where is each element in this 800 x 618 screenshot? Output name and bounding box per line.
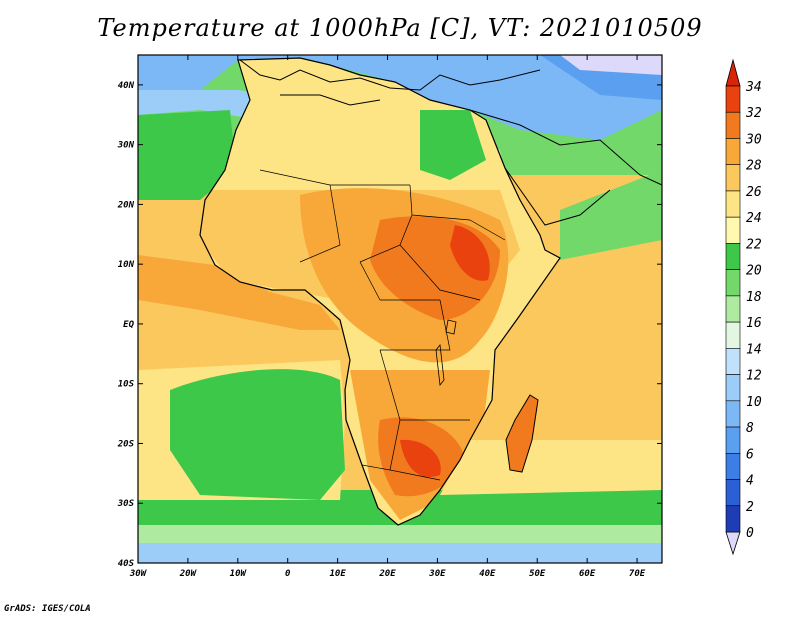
field-atlantic-warm bbox=[138, 255, 340, 330]
colorbar-label: 28 bbox=[746, 159, 762, 174]
colorbar-segment bbox=[725, 374, 741, 402]
colorbar-segment bbox=[725, 85, 741, 113]
y-tick-label: 30N bbox=[117, 141, 135, 151]
field-tibet bbox=[560, 55, 662, 75]
colorbar-label: 20 bbox=[746, 264, 762, 279]
colorbar-segment bbox=[725, 216, 741, 244]
colorbar-label: 22 bbox=[746, 237, 762, 252]
land-hot-peak bbox=[450, 225, 490, 281]
y-tick-label: 20N bbox=[117, 200, 135, 210]
colorbar-bottom-arrow bbox=[725, 531, 741, 556]
country-borders bbox=[259, 169, 506, 481]
y-tick-label: 20S bbox=[117, 439, 135, 449]
field-atl-north bbox=[138, 110, 236, 200]
y-tick-label: 40N bbox=[118, 81, 135, 91]
colorbar-segment bbox=[725, 190, 741, 218]
x-tick-label: 60E bbox=[579, 569, 596, 579]
arabia-coastline bbox=[469, 109, 663, 226]
map-title: Temperature at 1000hPa [C], VT: 20210105… bbox=[97, 14, 703, 42]
colorbar-label: 4 bbox=[746, 474, 754, 489]
colorbar-segment bbox=[725, 348, 741, 375]
y-tick-label: 10N bbox=[118, 260, 135, 270]
x-tick-label: 0 bbox=[285, 569, 291, 579]
colorbar-segment bbox=[725, 426, 741, 454]
colorbar-segment bbox=[725, 295, 741, 323]
x-tick-label: 10W bbox=[230, 569, 248, 579]
x-tick-label: 30W bbox=[129, 569, 148, 579]
colorbar-label: 16 bbox=[746, 316, 762, 331]
x-tick-label: 20W bbox=[179, 569, 198, 579]
x-tick-label: 10E bbox=[329, 569, 346, 579]
colorbar-label: 34 bbox=[745, 80, 762, 95]
colorbar-segment bbox=[725, 505, 741, 533]
colorbar-label: 12 bbox=[746, 369, 762, 384]
colorbar-segment bbox=[725, 269, 741, 297]
map-frame bbox=[137, 54, 663, 564]
y-tick-label: 30S bbox=[117, 499, 135, 509]
colorbar-segment bbox=[725, 452, 741, 480]
land-south-peak bbox=[400, 439, 441, 477]
colorbar-label: 24 bbox=[746, 211, 762, 226]
field-europe bbox=[138, 55, 662, 140]
colorbar-segment bbox=[725, 479, 741, 507]
x-tick-label: 50E bbox=[529, 569, 546, 579]
colorbar-label: 26 bbox=[746, 185, 762, 200]
colorbar-label: 0 bbox=[746, 526, 754, 541]
y-tick-label: EQ bbox=[123, 320, 134, 330]
colorbar-segment bbox=[725, 111, 741, 139]
colorbar-top-arrow bbox=[725, 58, 741, 87]
field-arabian-sea bbox=[560, 170, 662, 260]
axis-ticks: 30W 20W 10W 0 10E 20E 30E 40E 50E 60E 70E 40N 30N 20N… bbox=[117, 55, 662, 579]
x-tick-label: 40E bbox=[479, 569, 496, 579]
colorbar-segment bbox=[725, 138, 741, 166]
colorbar-label: 8 bbox=[746, 421, 754, 436]
y-tick-label: 10S bbox=[118, 380, 135, 390]
colorbar-label: 30 bbox=[745, 132, 762, 147]
colorbar-label: 18 bbox=[746, 290, 762, 305]
y-tick-label: 40S bbox=[118, 559, 135, 569]
lakes bbox=[435, 319, 457, 387]
x-tick-label: 70E bbox=[629, 569, 646, 579]
colorbar-label: 6 bbox=[746, 447, 754, 462]
madagascar bbox=[505, 394, 539, 473]
grads-credit: GrADS: IGES/COLA bbox=[4, 604, 91, 614]
colorbar-label: 10 bbox=[746, 395, 762, 410]
field-s-atlantic-green bbox=[170, 369, 345, 500]
colorbar-segment bbox=[725, 243, 741, 270]
field-antarctic-edge bbox=[138, 543, 662, 563]
africa-coastline bbox=[199, 57, 561, 526]
land-nile-cool bbox=[420, 110, 486, 180]
colorbar-label: 14 bbox=[746, 342, 762, 357]
colorbar-segment bbox=[725, 321, 741, 349]
field-indian-cool bbox=[440, 440, 662, 495]
colorbar-segment bbox=[725, 400, 741, 428]
europe-coastline bbox=[239, 59, 541, 106]
colorbar-label: 2 bbox=[746, 500, 754, 515]
colorbar-label: 32 bbox=[745, 106, 762, 121]
colorbar-segment bbox=[725, 164, 741, 192]
x-tick-label: 30E bbox=[428, 569, 446, 579]
x-tick-label: 20E bbox=[378, 569, 396, 579]
